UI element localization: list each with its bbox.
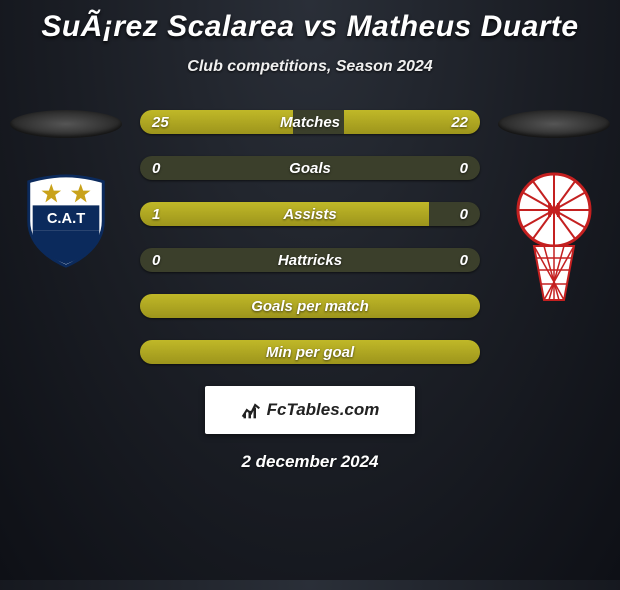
svg-text:H: H: [547, 200, 561, 222]
stat-value-left: 0: [152, 160, 160, 177]
stat-label: Assists: [140, 206, 480, 223]
left-club-crest: C.A.T: [17, 172, 115, 275]
branding-badge: FcTables.com: [205, 386, 415, 434]
comparison-panel: C.A.T Matches2522Goals00Assists10Hattric…: [0, 110, 620, 364]
stat-label: Min per goal: [140, 344, 480, 361]
stat-value-left: 25: [152, 114, 169, 131]
stat-value-left: 0: [152, 252, 160, 269]
stat-value-right: 0: [460, 252, 468, 269]
stat-row: Matches25 22: [140, 110, 480, 134]
stat-value-left: 1: [152, 206, 160, 223]
right-player-col: H: [494, 110, 614, 313]
page-subtitle: Club competitions, Season 2024: [0, 58, 620, 76]
stat-label: Hattricks: [140, 252, 480, 269]
stat-label: Matches: [140, 114, 480, 131]
right-club-crest: H: [504, 172, 604, 313]
stat-row: Assists1 0: [140, 202, 480, 226]
right-crest-shadow: [498, 110, 610, 138]
left-player-col: C.A.T: [6, 110, 126, 275]
stat-row: Goals per match: [140, 294, 480, 318]
timestamp: 2 december 2024: [0, 452, 620, 472]
stat-label: Goals: [140, 160, 480, 177]
stat-label: Goals per match: [140, 298, 480, 315]
talleres-crest-icon: C.A.T: [17, 172, 115, 270]
stat-value-right: 0: [460, 160, 468, 177]
stat-value-right: 0: [460, 206, 468, 223]
stat-row: Hattricks0 0: [140, 248, 480, 272]
left-crest-shadow: [10, 110, 122, 138]
stat-row: Goals0 0: [140, 156, 480, 180]
branding-text: FcTables.com: [267, 400, 380, 420]
svg-text:C.A.T: C.A.T: [47, 211, 85, 227]
huracan-crest-icon: H: [504, 172, 604, 308]
stat-value-right: 22: [451, 114, 468, 131]
page-title: SuÃ¡rez Scalarea vs Matheus Duarte: [0, 10, 620, 44]
stat-row: Min per goal: [140, 340, 480, 364]
stats-list: Matches2522Goals00Assists10Hattricks00Go…: [140, 110, 480, 364]
chart-icon: [241, 400, 261, 420]
